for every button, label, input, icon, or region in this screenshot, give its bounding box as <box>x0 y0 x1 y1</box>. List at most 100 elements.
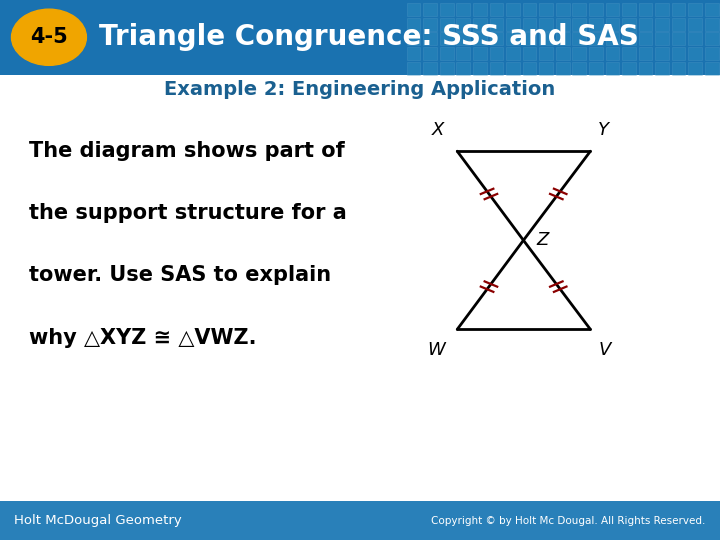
Text: Holt McDougal Geometry: Holt McDougal Geometry <box>14 514 182 527</box>
Text: X: X <box>432 122 444 139</box>
Bar <box>440 3 454 16</box>
Bar <box>655 3 669 16</box>
Text: tower. Use SAS to explain: tower. Use SAS to explain <box>29 265 331 286</box>
Bar <box>539 32 553 45</box>
Bar <box>456 47 470 60</box>
Text: V: V <box>598 341 611 359</box>
Bar <box>0 501 720 540</box>
Bar <box>705 47 719 60</box>
Bar <box>456 62 470 75</box>
Bar <box>572 3 586 16</box>
Bar <box>473 32 487 45</box>
Bar <box>655 32 669 45</box>
Bar <box>440 32 454 45</box>
Text: the support structure for a: the support structure for a <box>29 203 346 224</box>
Bar <box>672 32 685 45</box>
Bar <box>506 32 520 45</box>
Bar <box>705 32 719 45</box>
Bar <box>407 32 420 45</box>
Bar <box>639 32 652 45</box>
Text: Triangle Congruence: SSS and SAS: Triangle Congruence: SSS and SAS <box>99 23 639 51</box>
Bar <box>539 47 553 60</box>
Bar <box>606 3 619 16</box>
Bar <box>688 32 702 45</box>
Bar <box>672 62 685 75</box>
Text: Z: Z <box>536 231 549 249</box>
Circle shape <box>12 9 86 65</box>
Bar <box>473 18 487 31</box>
Bar <box>688 18 702 31</box>
Bar <box>606 32 619 45</box>
Bar <box>473 47 487 60</box>
Bar <box>490 3 503 16</box>
Bar <box>589 3 603 16</box>
Bar <box>407 3 420 16</box>
Bar <box>490 32 503 45</box>
Bar <box>523 3 536 16</box>
Bar <box>556 3 570 16</box>
Bar <box>572 47 586 60</box>
Bar <box>622 18 636 31</box>
Bar <box>556 62 570 75</box>
Bar <box>490 47 503 60</box>
Bar <box>539 3 553 16</box>
Bar <box>688 62 702 75</box>
Bar <box>589 18 603 31</box>
Bar <box>407 18 420 31</box>
Bar <box>655 47 669 60</box>
Bar <box>672 3 685 16</box>
Bar <box>606 47 619 60</box>
Bar <box>456 18 470 31</box>
Bar <box>506 3 520 16</box>
Bar <box>523 62 536 75</box>
Bar <box>639 62 652 75</box>
Bar <box>556 32 570 45</box>
Text: why △XYZ ≅ △VWZ.: why △XYZ ≅ △VWZ. <box>29 327 256 348</box>
Bar <box>423 18 437 31</box>
Bar <box>539 18 553 31</box>
Bar <box>572 18 586 31</box>
Bar <box>622 3 636 16</box>
Bar <box>407 62 420 75</box>
Bar <box>523 18 536 31</box>
Text: 4-5: 4-5 <box>30 27 68 48</box>
Bar <box>655 18 669 31</box>
Bar <box>440 18 454 31</box>
Text: W: W <box>427 341 444 359</box>
Bar <box>423 47 437 60</box>
Bar <box>456 3 470 16</box>
Bar <box>506 62 520 75</box>
Bar <box>655 62 669 75</box>
Bar <box>606 62 619 75</box>
Bar <box>0 0 720 75</box>
Bar <box>473 62 487 75</box>
Bar <box>572 32 586 45</box>
Bar <box>506 18 520 31</box>
Bar <box>523 47 536 60</box>
Bar <box>407 47 420 60</box>
Bar <box>523 32 536 45</box>
Bar <box>572 62 586 75</box>
Bar <box>672 18 685 31</box>
Bar <box>423 62 437 75</box>
Bar <box>672 47 685 60</box>
Bar <box>622 47 636 60</box>
Bar <box>423 32 437 45</box>
Bar <box>606 18 619 31</box>
Bar <box>622 62 636 75</box>
Bar <box>639 18 652 31</box>
Bar <box>589 32 603 45</box>
Bar <box>639 3 652 16</box>
Bar <box>639 47 652 60</box>
Text: The diagram shows part of: The diagram shows part of <box>29 141 345 161</box>
Text: Copyright © by Holt Mc Dougal. All Rights Reserved.: Copyright © by Holt Mc Dougal. All Right… <box>431 516 706 525</box>
Bar <box>688 47 702 60</box>
Bar <box>473 3 487 16</box>
Bar <box>556 47 570 60</box>
Text: Example 2: Engineering Application: Example 2: Engineering Application <box>164 79 556 99</box>
Bar <box>456 32 470 45</box>
Bar <box>688 3 702 16</box>
Bar <box>705 18 719 31</box>
Bar <box>423 3 437 16</box>
Bar <box>589 47 603 60</box>
